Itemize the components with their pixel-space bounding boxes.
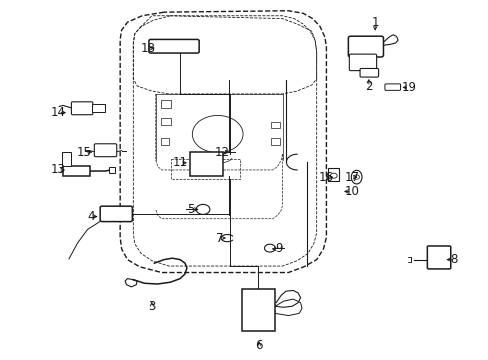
FancyBboxPatch shape <box>149 40 199 53</box>
FancyBboxPatch shape <box>384 84 400 90</box>
Bar <box>242 289 275 330</box>
Text: 3: 3 <box>148 300 155 313</box>
Bar <box>61 152 71 166</box>
Bar <box>328 168 338 181</box>
Bar <box>92 104 104 112</box>
Text: 7: 7 <box>216 231 224 244</box>
FancyBboxPatch shape <box>71 102 93 115</box>
FancyBboxPatch shape <box>359 68 378 77</box>
Bar <box>160 118 171 126</box>
FancyBboxPatch shape <box>348 54 376 71</box>
Bar <box>160 138 169 145</box>
FancyBboxPatch shape <box>94 144 117 157</box>
Text: 4: 4 <box>87 210 95 223</box>
Text: 1: 1 <box>371 17 378 30</box>
Bar <box>63 166 90 176</box>
Bar <box>271 122 280 128</box>
Text: 8: 8 <box>449 253 457 266</box>
Bar <box>160 100 171 108</box>
FancyBboxPatch shape <box>100 206 132 222</box>
Text: 14: 14 <box>51 106 65 119</box>
Text: 5: 5 <box>187 203 194 216</box>
Text: 2: 2 <box>365 80 372 93</box>
Text: 10: 10 <box>344 185 359 198</box>
FancyBboxPatch shape <box>427 246 450 269</box>
Ellipse shape <box>350 170 361 184</box>
Text: 9: 9 <box>274 242 282 255</box>
Text: 18: 18 <box>140 41 155 54</box>
Text: 19: 19 <box>401 81 416 94</box>
Text: 12: 12 <box>215 145 229 158</box>
Text: 13: 13 <box>51 163 65 176</box>
Bar <box>189 152 223 176</box>
Text: 6: 6 <box>255 339 263 352</box>
Bar <box>271 138 280 145</box>
Text: 15: 15 <box>77 145 92 158</box>
Text: 11: 11 <box>172 156 187 169</box>
Bar <box>109 167 115 173</box>
FancyBboxPatch shape <box>347 36 383 57</box>
Text: 17: 17 <box>344 171 359 184</box>
Text: 16: 16 <box>318 171 333 184</box>
